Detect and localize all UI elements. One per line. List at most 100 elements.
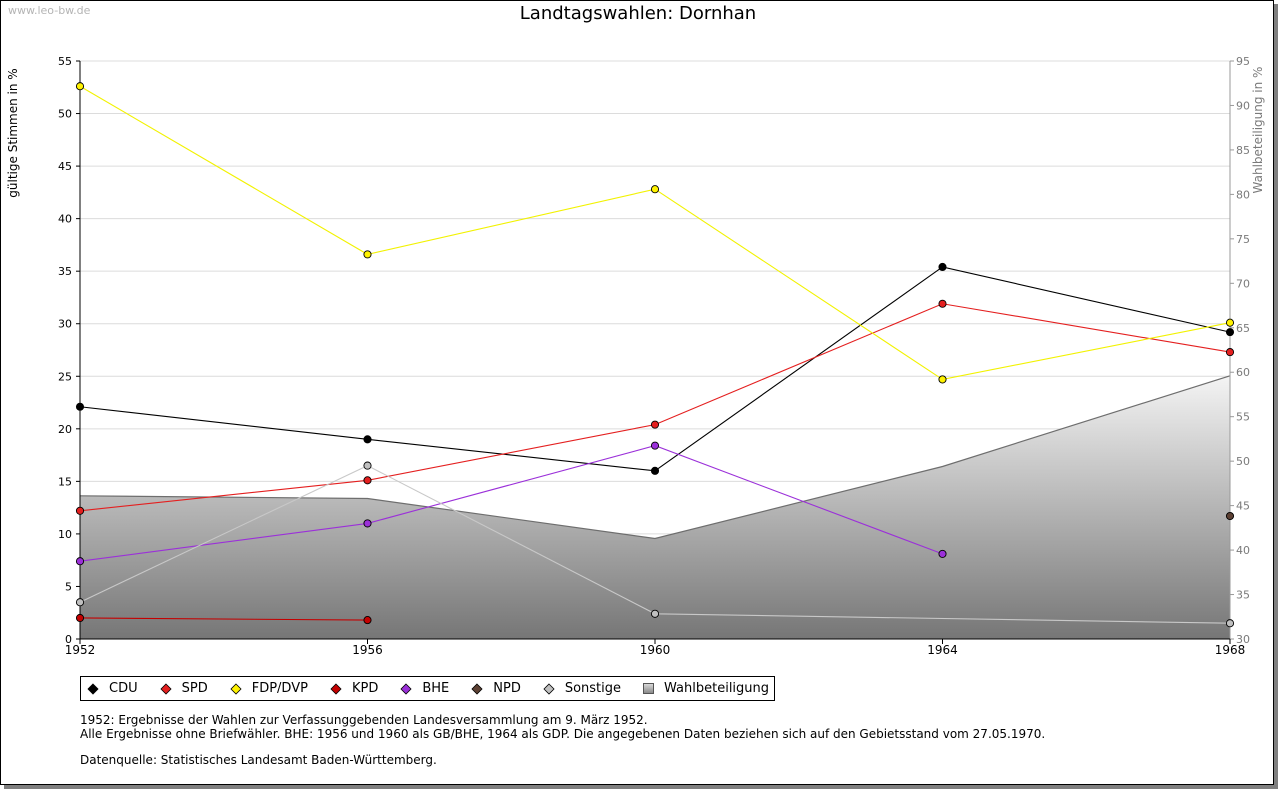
y-tick-label-10: 10 (58, 528, 72, 541)
legend-marker-wahlbeteiligung (643, 683, 655, 694)
y2-tick-label-40: 40 (1236, 544, 1250, 557)
point-spd-1952 (75, 506, 85, 515)
legend-marker-sonstige (543, 682, 555, 695)
chart-title: Landtagswahlen: Dornhan (519, 3, 757, 24)
point-bhe-1960 (650, 441, 660, 450)
y2-tick-label-50: 50 (1236, 455, 1250, 468)
point-kpd-1952 (75, 613, 85, 623)
point-cdu-1952 (75, 402, 85, 411)
y-tick-label-45: 45 (58, 160, 72, 173)
series-line-sonstige (79, 464, 1231, 624)
legend-label-cdu: CDU (109, 681, 138, 696)
legend-label-npd: NPD (493, 681, 521, 696)
series-layer (75, 82, 1235, 628)
y-tick-label-50: 50 (58, 108, 72, 121)
point-bhe-1952 (75, 557, 85, 566)
y2-tick-label-65: 65 (1236, 322, 1250, 335)
x-tick-label-1952: 1952 (65, 643, 96, 657)
y2-tick-label-90: 90 (1236, 99, 1250, 112)
legend-marker-cdu (87, 682, 99, 695)
watermark: www.leo-bw.de (8, 4, 91, 17)
point-spd-1960 (650, 420, 660, 429)
series-line-bhe (79, 445, 943, 562)
y2-tick-label-35: 35 (1236, 589, 1250, 602)
legend-label-sonstige: Sonstige (564, 681, 622, 696)
point-bhe-1956 (363, 519, 372, 528)
point-fdp-dvp-1956 (363, 250, 372, 259)
y2-tick-label-45: 45 (1236, 500, 1250, 513)
y2-tick-label-95: 95 (1236, 55, 1250, 68)
legend-label-wahlbeteiligung: Wahlbeteiligung (664, 681, 770, 696)
point-sonstige-1956 (363, 461, 372, 470)
legend-item-fdp-dvp: FDP/DVP (230, 681, 308, 696)
point-bhe-1964 (938, 549, 947, 558)
y-tick-label-5: 5 (65, 580, 72, 593)
x-tick-label-1956: 1956 (352, 643, 383, 657)
y2-tick-label-80: 80 (1236, 188, 1250, 201)
point-cdu-1956 (363, 435, 372, 444)
legend-label-spd: SPD (181, 681, 208, 696)
legend-marker-spd (160, 682, 172, 695)
x-tick-label-1960: 1960 (640, 643, 671, 657)
point-fdp-dvp-1960 (650, 185, 660, 194)
turnout-area (80, 375, 1230, 639)
point-sonstige-1960 (650, 609, 660, 618)
y-tick-label-25: 25 (58, 370, 72, 383)
y-tick-label-30: 30 (58, 318, 72, 331)
y2-tick-label-75: 75 (1236, 233, 1250, 246)
turnout-area-layer (79, 375, 1231, 639)
grid-lines (80, 60, 1230, 587)
chart-legend: CDU SPD FDP/DVP KPD BHE NPD Sonstige Wah… (80, 676, 776, 701)
x-tick-label-1964: 1964 (927, 643, 958, 657)
x-tick-label-1968: 1968 (1215, 643, 1246, 657)
legend-item-bhe: BHE (400, 681, 449, 696)
y-tick-label-55: 55 (58, 55, 72, 68)
legend-label-kpd: KPD (351, 681, 379, 696)
series-line-kpd (79, 617, 368, 621)
y-tick-label-20: 20 (58, 423, 72, 436)
y2-tick-label-55: 55 (1236, 411, 1250, 424)
point-spd-1968 (1225, 348, 1235, 357)
y-axis-label: gültige Stimmen in % (6, 68, 20, 197)
point-fdp-dvp-1964 (938, 375, 947, 384)
series-line-fdp-dvp (79, 85, 1231, 381)
point-fdp-dvp-1968 (1225, 318, 1235, 327)
y-tick-label-0: 0 (65, 633, 72, 646)
turnout-line (79, 375, 1231, 540)
legend-marker-kpd (330, 682, 342, 695)
data-source: Datenquelle: Statistisches Landesamt Bad… (80, 753, 437, 767)
point-cdu-1964 (938, 262, 947, 272)
point-spd-1964 (938, 299, 947, 308)
legend-item-npd: NPD (471, 681, 521, 696)
point-cdu-1960 (650, 466, 660, 475)
legend-item-kpd: KPD (330, 681, 378, 696)
point-npd-1968 (1225, 511, 1235, 521)
legend-label-bhe: BHE (422, 681, 450, 696)
legend-label-fdp-dvp: FDP/DVP (251, 681, 308, 696)
legend-marker-fdp-dvp (230, 682, 242, 695)
legend-item-spd: SPD (160, 681, 208, 696)
legend-item-wahlbeteiligung: Wahlbeteiligung (643, 681, 769, 696)
legend-item-cdu: CDU (87, 681, 138, 696)
point-sonstige-1968 (1225, 619, 1235, 628)
footnote-general: Alle Ergebnisse ohne Briefwähler. BHE: 1… (80, 727, 1046, 741)
point-spd-1956 (363, 476, 372, 485)
y2-tick-label-60: 60 (1236, 366, 1250, 379)
y2-tick-label-30: 30 (1236, 633, 1250, 646)
y2-tick-label-85: 85 (1236, 144, 1250, 157)
axis-labels: gültige Stimmen in % Wahlbeteiligung in … (6, 67, 1265, 198)
axes: 0 5 10 15 20 25 30 35 40 45 50 55 30 35 40 45 50 55 60 65 70… (58, 55, 1250, 657)
y-tick-label-40: 40 (58, 213, 72, 226)
point-kpd-1956 (363, 616, 372, 625)
point-fdp-dvp-1952 (75, 82, 85, 91)
y-tick-label-15: 15 (58, 475, 72, 488)
point-sonstige-1952 (75, 598, 85, 607)
legend-item-sonstige: Sonstige (543, 681, 621, 696)
legend-marker-bhe (400, 682, 412, 695)
point-cdu-1968 (1225, 328, 1235, 337)
footnote-1952: 1952: Ergebnisse der Wahlen zur Verfassu… (80, 713, 648, 727)
legend-marker-npd (471, 682, 483, 695)
y-tick-label-35: 35 (58, 265, 72, 278)
